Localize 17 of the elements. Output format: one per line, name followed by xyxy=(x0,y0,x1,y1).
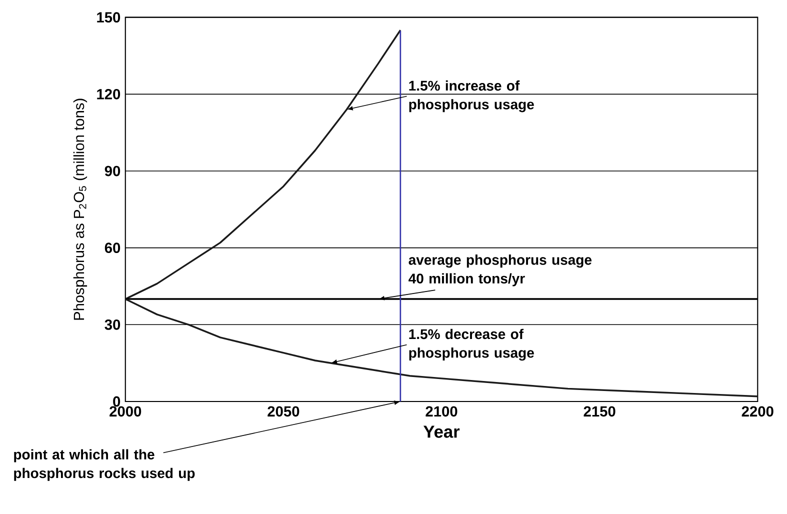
y-tick-label: 30 xyxy=(104,320,120,330)
x-axis-title: Year xyxy=(423,426,460,438)
annotation: average phosphorus usage 40 million tons/yr xyxy=(408,254,592,287)
y-axis-title: Phosphorus as P$_{2}$O$_{5}$ (million tons) xyxy=(73,99,88,320)
annotation: 1.5% decrease of phosphorus usage xyxy=(409,329,534,361)
y-tick-label: 60 xyxy=(104,242,120,254)
y-tick-label: 150 xyxy=(97,12,120,23)
x-tick-label: 2000 xyxy=(110,406,142,417)
y-tick-label: 90 xyxy=(104,166,120,176)
annotation: 1.5% increase of phosphorus usage xyxy=(409,80,534,112)
x-tick-label: 2100 xyxy=(426,406,458,417)
y-tick-label: 0 xyxy=(113,396,120,407)
x-tick-label: 2150 xyxy=(584,406,616,417)
x-tick-label: 2200 xyxy=(742,406,774,417)
x-tick-label: 2050 xyxy=(268,406,300,417)
annotation: point at which all the phosphorus rocks used up xyxy=(14,449,195,482)
y-tick-label: 120 xyxy=(97,89,120,100)
